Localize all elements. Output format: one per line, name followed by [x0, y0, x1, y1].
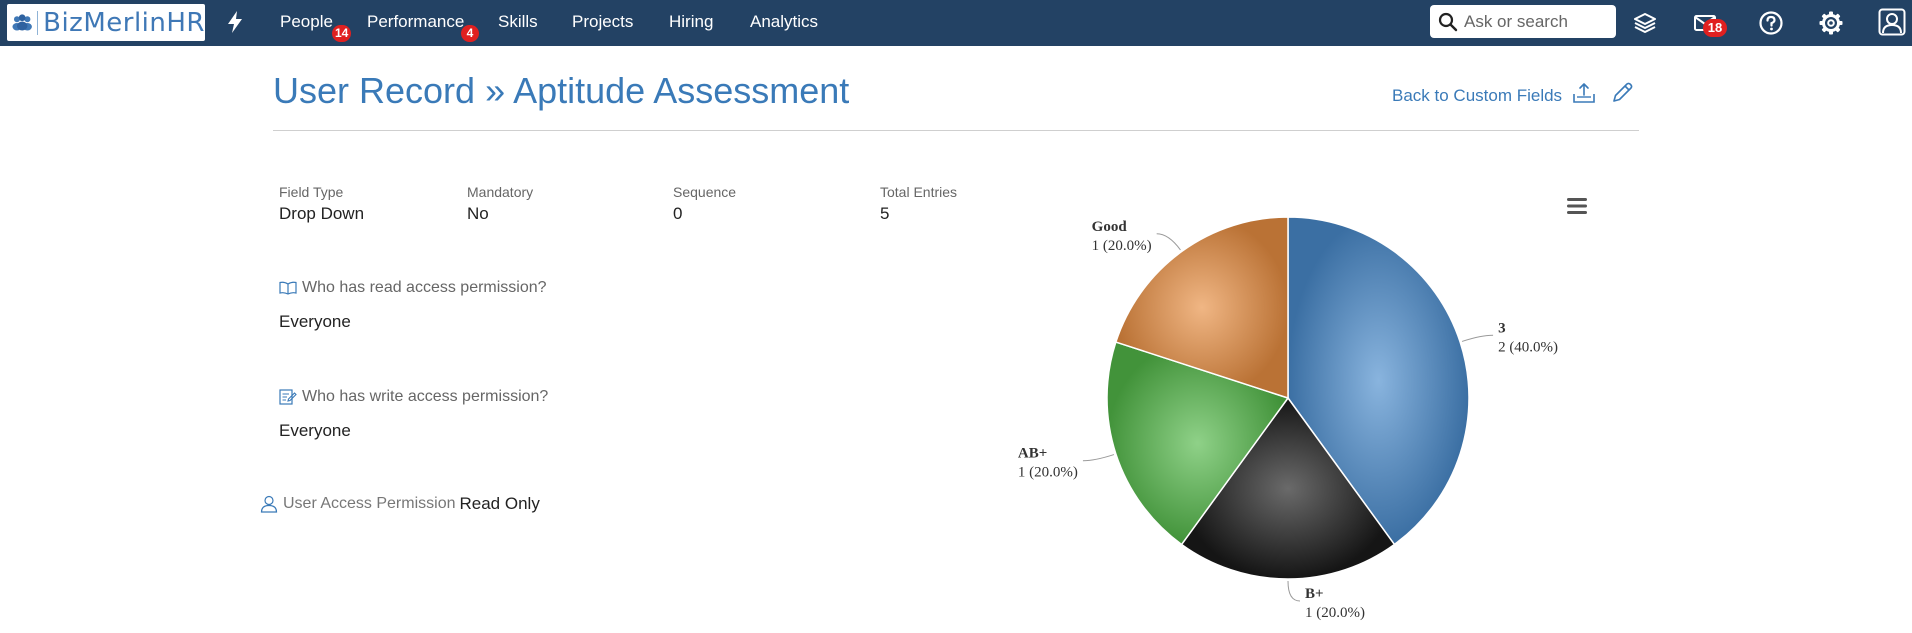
pie-label-value: 1 (20.0%): [1305, 605, 1365, 621]
pie-label-name: B+: [1305, 586, 1324, 602]
pie-slice-b-[interactable]: [1180, 396, 1396, 580]
flash-icon[interactable]: [224, 10, 246, 34]
sequence-label: Sequence: [673, 184, 737, 200]
user-icon[interactable]: [1878, 8, 1906, 36]
nav-analytics[interactable]: Analytics: [750, 12, 819, 31]
search-icon: [1438, 12, 1458, 31]
user-access-value: Read Only: [459, 494, 540, 513]
page-title: User Record » Aptitude Assessment: [273, 70, 850, 111]
team-logo-icon: [12, 13, 32, 30]
pie-slice-3[interactable]: [1287, 216, 1470, 546]
write-access-question: Who has write access permission?: [279, 388, 548, 406]
user-outline-icon: [260, 495, 278, 513]
read-access-value: Everyone: [279, 312, 351, 331]
pie-connector: [1461, 334, 1494, 342]
top-navbar: BizMerlinHR People 14 Performance 4 Skil…: [0, 0, 1912, 46]
pie-label-name: Good: [1092, 219, 1128, 235]
export-icon[interactable]: [1571, 80, 1597, 106]
write-access-value: Everyone: [279, 421, 351, 440]
logo-text: BizMerlinHR: [43, 7, 205, 38]
help-icon[interactable]: [1758, 10, 1784, 36]
pie-label-value: 1 (20.0%): [1018, 465, 1078, 481]
header-divider: [273, 130, 1639, 131]
performance-count-badge: 4: [461, 25, 479, 42]
mandatory-value: No: [467, 204, 489, 223]
pie-connector: [1287, 580, 1301, 602]
read-access-question-text: Who has read access permission?: [302, 279, 547, 296]
total-entries-label: Total Entries: [880, 184, 958, 200]
user-access-label: User Access Permission: [283, 495, 456, 512]
logo-divider: [37, 10, 39, 35]
edit-pencil-icon[interactable]: [1609, 80, 1635, 106]
open-book-icon: [279, 281, 297, 295]
pie-label-value: 2 (40.0%): [1498, 339, 1558, 355]
sequence-value: 0: [673, 204, 683, 223]
nav-performance[interactable]: Performance: [367, 12, 465, 31]
edit-document-icon: [279, 389, 297, 405]
people-count-badge: 14: [332, 25, 352, 42]
user-access-permission: User Access Permission Read Only: [260, 494, 540, 514]
nav-people[interactable]: People: [280, 12, 333, 31]
search-input[interactable]: [1464, 11, 1604, 32]
field-type-label: Field Type: [279, 184, 344, 200]
nav-skills[interactable]: Skills: [498, 12, 538, 31]
field-type-value: Drop Down: [279, 204, 365, 223]
pie-label-name: 3: [1498, 320, 1506, 336]
write-access-question-text: Who has write access permission?: [302, 388, 549, 405]
app-logo[interactable]: BizMerlinHR: [7, 4, 205, 41]
nav-hiring[interactable]: Hiring: [669, 12, 714, 31]
messages-count-badge: 18: [1703, 19, 1727, 37]
pie-slice-ab-[interactable]: [1106, 341, 1290, 546]
back-to-custom-fields-link[interactable]: Back to Custom Fields: [1392, 86, 1563, 105]
pie-label-value: 1 (20.0%): [1092, 238, 1152, 254]
read-access-question: Who has read access permission?: [279, 279, 547, 297]
search-box[interactable]: [1430, 5, 1616, 38]
total-entries-value: 5: [880, 204, 890, 223]
pie-label-name: AB+: [1018, 446, 1047, 462]
entries-pie-chart: 3 2 (40.0%) B+ 1 (20.0%) AB+ 1 (20.0%) Good 1 (…: [1018, 216, 1558, 621]
chart-menu-icon[interactable]: [1564, 194, 1590, 218]
gear-icon[interactable]: [1818, 10, 1844, 36]
nav-projects[interactable]: Projects: [572, 12, 634, 31]
pie-slice-good[interactable]: [1114, 216, 1289, 400]
layers-icon[interactable]: [1632, 10, 1658, 36]
pie-connector: [1082, 454, 1115, 462]
mandatory-label: Mandatory: [467, 184, 534, 200]
pie-connector: [1156, 233, 1181, 251]
